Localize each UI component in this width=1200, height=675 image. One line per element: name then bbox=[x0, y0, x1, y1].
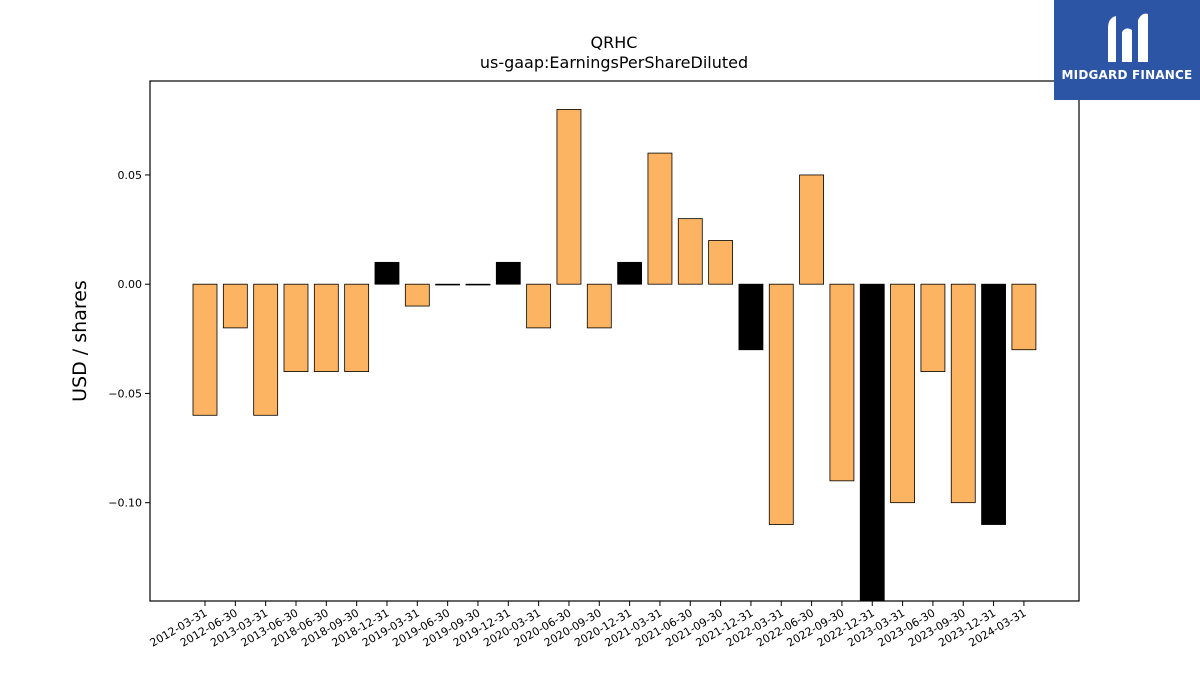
bar-2018-12-31 bbox=[374, 261, 400, 285]
bar-2023-06-30 bbox=[920, 283, 946, 372]
y-axis-label: USD / shares bbox=[69, 280, 91, 402]
bar-2024-03-31 bbox=[1011, 283, 1037, 351]
bar-2023-12-31 bbox=[981, 283, 1006, 525]
x-axis: 2012-03-312012-06-302013-03-312013-06-30… bbox=[148, 601, 1028, 650]
midgard-finance-logo: MIDGARD FINANCE bbox=[1054, 0, 1200, 100]
bar-2022-09-30 bbox=[829, 283, 855, 482]
bar-2021-12-31 bbox=[738, 283, 764, 351]
bar-2021-03-31 bbox=[647, 152, 673, 285]
bar-2021-09-30 bbox=[708, 240, 734, 285]
bar-2019-06-30 bbox=[435, 283, 461, 286]
y-axis: 0.05 0.00 −0.05 −0.10 bbox=[108, 169, 150, 510]
y-tick-label: 0.00 bbox=[118, 278, 143, 291]
bar-2023-03-31 bbox=[890, 283, 915, 504]
y-tick-label: −0.05 bbox=[108, 387, 142, 400]
bar-2018-09-30 bbox=[344, 283, 370, 372]
bar-2021-06-30 bbox=[677, 218, 703, 285]
bar-2020-03-31 bbox=[526, 283, 552, 329]
bar-2022-12-31 bbox=[859, 283, 885, 602]
y-tick-label: −0.10 bbox=[108, 497, 142, 510]
bar-2013-03-31 bbox=[253, 283, 279, 416]
bar-2012-03-31 bbox=[192, 283, 218, 416]
y-tick-label: 0.05 bbox=[118, 169, 143, 182]
chart-title: QRHC bbox=[591, 33, 638, 52]
bar-2020-06-30 bbox=[556, 109, 582, 285]
bar-2023-09-30 bbox=[950, 283, 976, 504]
bar-2020-12-31 bbox=[617, 261, 643, 285]
bar-2022-06-30 bbox=[799, 174, 824, 285]
logo-text: MIDGARD FINANCE bbox=[1061, 68, 1193, 82]
bar-2019-03-31 bbox=[404, 283, 430, 307]
plot-frame bbox=[149, 80, 1080, 602]
bar-2019-12-31 bbox=[495, 261, 521, 285]
bar-2022-03-31 bbox=[768, 283, 794, 525]
bars-group bbox=[192, 109, 1037, 602]
bar-2020-09-30 bbox=[586, 283, 612, 329]
bar-2018-06-30 bbox=[313, 283, 339, 372]
midgard-logo-icon bbox=[1108, 13, 1148, 63]
chart-subtitle: us-gaap:EarningsPerShareDiluted bbox=[480, 53, 748, 72]
bar-2012-06-30 bbox=[222, 283, 248, 329]
bar-2019-09-30 bbox=[465, 283, 491, 286]
bar-2013-06-30 bbox=[283, 283, 309, 372]
